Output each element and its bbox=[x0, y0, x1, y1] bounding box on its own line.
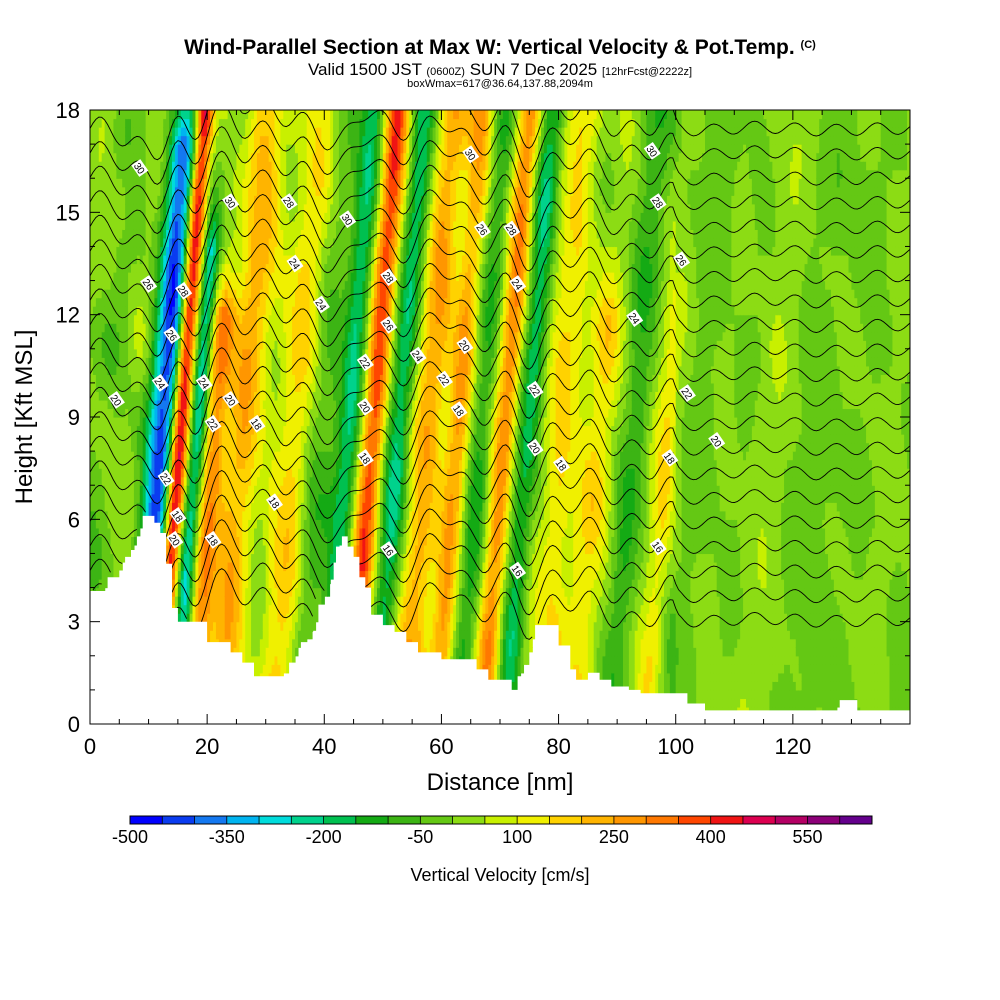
w-cell bbox=[137, 528, 141, 537]
w-cell bbox=[321, 596, 325, 605]
vertical-velocity-field bbox=[90, 110, 911, 716]
cross-section-chart: 3030 283030 302826 2824242826 28242624262624… bbox=[0, 0, 1000, 1000]
w-cell bbox=[313, 622, 317, 631]
w-cell bbox=[295, 647, 299, 656]
w-cell bbox=[330, 571, 334, 580]
